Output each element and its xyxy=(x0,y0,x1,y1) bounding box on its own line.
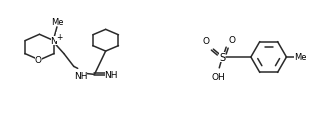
Text: Me: Me xyxy=(294,53,307,62)
Text: NH: NH xyxy=(74,71,87,80)
Text: +: + xyxy=(56,33,62,42)
Text: S: S xyxy=(219,53,225,62)
Text: Me: Me xyxy=(51,18,63,27)
Text: OH: OH xyxy=(211,73,225,82)
Text: O: O xyxy=(203,36,210,45)
Text: O: O xyxy=(35,56,42,65)
Text: NH: NH xyxy=(105,70,118,79)
Text: N: N xyxy=(51,37,57,46)
Text: O: O xyxy=(229,35,236,44)
